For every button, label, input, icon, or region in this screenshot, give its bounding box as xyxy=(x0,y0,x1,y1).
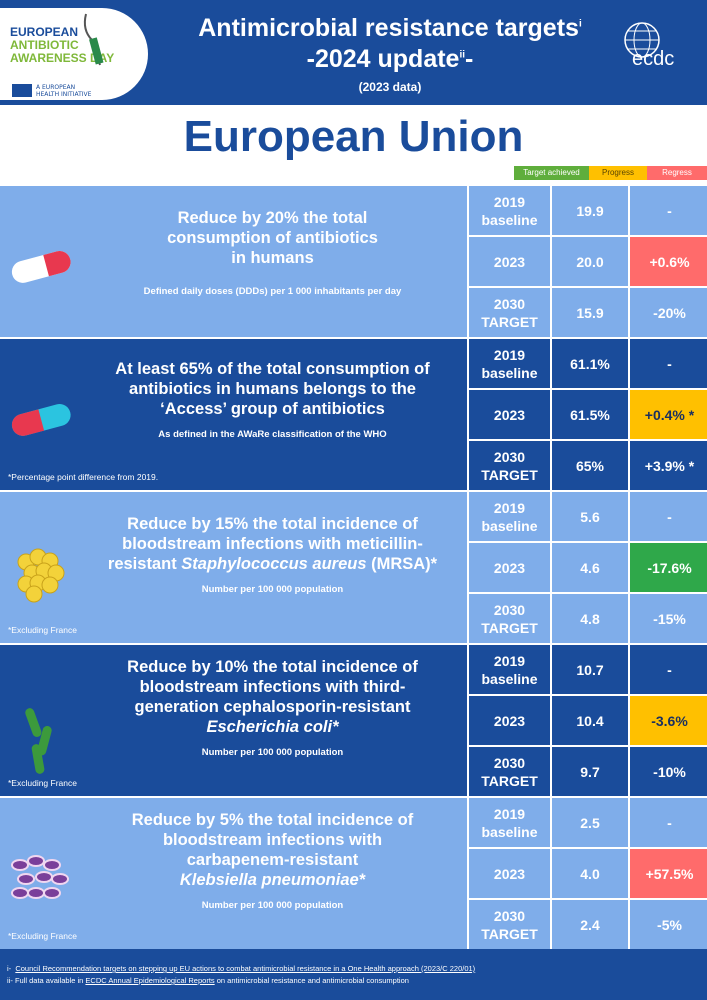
year-label: 2019 baseline xyxy=(469,339,552,390)
staphylococcus-icon xyxy=(6,537,76,607)
target-row: At least 65% of the total consumption of… xyxy=(0,337,707,490)
year-label: 2023 xyxy=(469,543,552,594)
target-table: 2019 baseline 61.1% - 2023 61.5% +0.4% * 20… xyxy=(467,339,707,490)
logo-line: ANTIBIOTIC xyxy=(10,38,79,52)
year-label: 2019 baseline xyxy=(469,798,552,849)
value-cell: 61.1% xyxy=(552,339,630,390)
year-label: 2023 xyxy=(469,849,552,900)
footnote-2: ii- Full data available in ECDC Annual E… xyxy=(7,976,409,985)
logo-tagline: A EUROPEAN HEALTH INITIATIVE xyxy=(36,84,92,98)
target-heading: Reduce by 5% the total incidence of blood… xyxy=(131,811,414,889)
target-heading: Reduce by 20% the total consumption of an… xyxy=(167,209,378,267)
year-label: 2019 baseline xyxy=(469,492,552,543)
value-cell: 9.7 xyxy=(552,747,630,796)
stethoscope-icon xyxy=(83,13,104,66)
value-cell: 10.4 xyxy=(552,696,630,747)
change-cell: +0.6% xyxy=(630,237,707,288)
ecdc-logo: ecdc xyxy=(618,20,690,90)
target-note: *Excluding France xyxy=(8,931,77,941)
year-label: 2023 xyxy=(469,237,552,288)
value-cell: 15.9 xyxy=(552,288,630,337)
change-cell: +57.5% xyxy=(630,849,707,900)
target-row: Reduce by 20% the total consumption of an… xyxy=(0,184,707,337)
ecdc-reports-link[interactable]: ECDC Annual Epidemiological Reports xyxy=(85,976,215,985)
title-line-2: -2024 updateii- xyxy=(306,45,474,73)
year-label: 2019 baseline xyxy=(469,186,552,237)
target-row: Reduce by 5% the total incidence of blood… xyxy=(0,796,707,949)
change-cell: +3.9% * xyxy=(644,457,695,474)
year-label: 2030 TARGET xyxy=(469,288,552,337)
target-subheading: Number per 100 000 population xyxy=(201,584,344,595)
value-cell: 4.8 xyxy=(552,594,630,643)
change-cell: -10% xyxy=(653,763,686,780)
change-cell: - xyxy=(630,492,707,543)
target-row: Reduce by 15% the total incidence of bloo… xyxy=(0,490,707,643)
value-cell: 10.7 xyxy=(552,645,630,696)
value-cell: 4.0 xyxy=(552,849,630,900)
value-cell: 61.5% xyxy=(552,390,630,441)
year-label: 2023 xyxy=(469,696,552,747)
logo-line: AWARENESS DAY xyxy=(10,51,115,65)
klebsiella-icon xyxy=(6,843,76,913)
target-heading: Reduce by 10% the total incidence of bloo… xyxy=(127,658,418,736)
change-cell: - xyxy=(630,186,707,237)
subtitle: (2023 data) xyxy=(358,80,422,94)
target-heading: At least 65% of the total consumption of… xyxy=(115,360,430,418)
change-cell: - xyxy=(630,798,707,849)
target-subheading: Defined daily doses (DDDs) per 1 000 inh… xyxy=(143,286,402,297)
target-note: *Excluding France xyxy=(8,778,77,788)
eaad-logo: EUROPEAN ANTIBIOTIC AWARENESS DAY A EURO… xyxy=(0,8,148,100)
year-label: 2023 xyxy=(469,390,552,441)
change-cell: -5% xyxy=(657,916,682,933)
target-heading: Reduce by 15% the total incidence of bloo… xyxy=(107,515,438,573)
target-table: 2019 baseline 10.7 - 2023 10.4 -3.6% 2030 TA… xyxy=(467,645,707,796)
region-title: European Union xyxy=(183,112,524,161)
logo-line: EUROPEAN xyxy=(10,25,79,39)
target-row: Reduce by 10% the total incidence of bloo… xyxy=(0,643,707,796)
pill-red-cyan-icon xyxy=(6,384,76,454)
value-cell: 2.4 xyxy=(552,900,630,949)
council-recommendation-link[interactable]: Council Recommendation targets on steppi… xyxy=(15,964,476,973)
pill-red-white-icon xyxy=(6,231,76,301)
year-label: 2030 TARGET xyxy=(469,594,552,643)
value-cell: 2.5 xyxy=(552,798,630,849)
year-label: 2019 baseline xyxy=(469,645,552,696)
target-note: *Excluding France xyxy=(8,625,77,635)
footer: i- Council Recommendation targets on ste… xyxy=(0,949,707,1000)
target-subheading: As defined in the AWaRe classification o… xyxy=(158,429,387,440)
year-label: 2030 TARGET xyxy=(469,900,552,949)
change-cell: +0.4% * xyxy=(630,390,707,441)
change-cell: -3.6% xyxy=(630,696,707,747)
legend-regress: Regress xyxy=(647,166,707,180)
header-banner: EUROPEAN ANTIBIOTIC AWARENESS DAY A EURO… xyxy=(0,0,707,105)
legend-achieved: Target achieved xyxy=(514,166,589,180)
value-cell: 65% xyxy=(552,441,630,490)
target-table: 2019 baseline 5.6 - 2023 4.6 -17.6% 2030 TAR… xyxy=(467,492,707,643)
eu-flag-icon xyxy=(12,84,32,97)
legend: Target achieved Progress Regress xyxy=(514,166,707,180)
value-cell: 5.6 xyxy=(552,492,630,543)
change-cell: - xyxy=(630,645,707,696)
value-cell: 20.0 xyxy=(552,237,630,288)
footnote-1: i- Council Recommendation targets on ste… xyxy=(7,964,476,973)
value-cell: 19.9 xyxy=(552,186,630,237)
target-subheading: Number per 100 000 population xyxy=(201,900,344,911)
target-subheading: Number per 100 000 population xyxy=(201,747,344,758)
change-cell: -15% xyxy=(653,610,686,627)
globe-icon xyxy=(624,22,660,58)
legend-progress: Progress xyxy=(589,166,647,180)
target-table: 2019 baseline 2.5 - 2023 4.0 +57.5% 2030 TAR… xyxy=(467,798,707,949)
value-cell: 4.6 xyxy=(552,543,630,594)
title-line-1: Antimicrobial resistance targetsi xyxy=(198,14,582,42)
year-label: 2030 TARGET xyxy=(469,441,552,490)
e-coli-icon xyxy=(6,690,76,774)
change-cell: -20% xyxy=(653,304,686,321)
target-table: 2019 baseline 19.9 - 2023 20.0 +0.6% 2030 TA… xyxy=(467,186,707,337)
target-note: *Percentage point difference from 2019. xyxy=(8,472,159,482)
change-cell: -17.6% xyxy=(630,543,707,594)
year-label: 2030 TARGET xyxy=(469,747,552,796)
change-cell: - xyxy=(630,339,707,390)
